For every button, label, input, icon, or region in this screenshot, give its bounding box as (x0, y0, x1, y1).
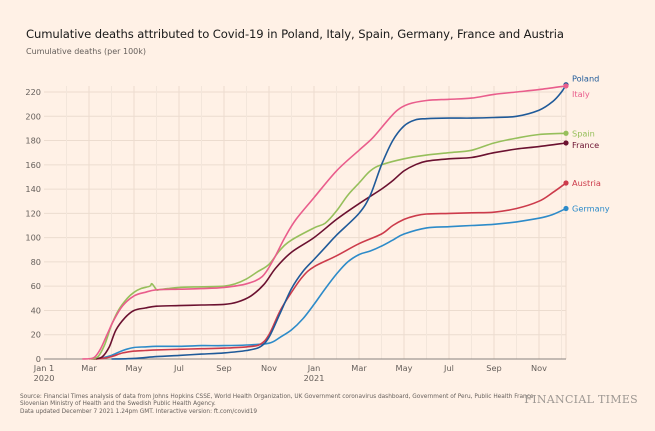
source-line-3: Data updated December 7 2021 1.24pm GMT.… (20, 408, 258, 415)
y-tick-label: 120 (25, 208, 41, 218)
y-axis-ticks: 0 20 40 60 80 100 120 140 160 180 200 220 (25, 87, 41, 364)
x-tick-label: Jul (173, 363, 184, 373)
chart-title: Cumulative deaths attributed to Covid-19… (26, 27, 564, 41)
end-dot-germany (563, 205, 569, 212)
y-tick-label: 0 (36, 354, 41, 364)
x-tick-label: May (126, 363, 143, 373)
x-tick-year: 2021 (304, 373, 325, 383)
x-tick-label: Nov (261, 363, 277, 373)
source-line-1: Source: Financial Times analysis of data… (20, 394, 536, 400)
grid (44, 86, 567, 359)
y-tick-label: 140 (25, 184, 41, 194)
y-tick-label: 40 (31, 305, 41, 315)
x-tick-label: Nov (531, 363, 547, 373)
series-label-italy: Italy (572, 89, 590, 99)
y-tick-label: 180 (25, 136, 41, 146)
y-tick-label: 60 (31, 281, 41, 291)
source-line-2: Slovenian Ministry of Health and the Swe… (20, 401, 216, 408)
ft-logo: FINANCIAL TIMES (524, 393, 638, 406)
y-tick-label: 100 (25, 233, 41, 243)
x-tick-label: Mar (351, 363, 367, 373)
series-label-spain: Spain (572, 128, 595, 138)
y-tick-label: 20 (31, 330, 41, 340)
source-note: Source: Financial Times analysis of data… (20, 394, 540, 416)
series-label-germany: Germany (572, 204, 610, 214)
x-tick-label: Jul (443, 363, 454, 373)
x-tick-label: Sep (216, 363, 231, 373)
series-labels: Germany Austria France Spain Poland Italy (572, 74, 610, 214)
series-label-france: France (572, 140, 599, 150)
series-line-france (95, 142, 567, 360)
end-dot-spain (563, 130, 569, 136)
x-tick-label: Sep (486, 363, 501, 373)
y-tick-label: 80 (31, 257, 41, 267)
y-axis-label: Cumulative deaths (per 100k) (26, 47, 146, 56)
x-tick-label: Mar (81, 363, 97, 373)
series-line-poland (111, 84, 567, 360)
series-label-poland: Poland (572, 74, 599, 84)
y-tick-label: 200 (25, 111, 41, 121)
x-tick-label: May (396, 363, 413, 373)
x-tick-label: Jan 1 (33, 363, 54, 373)
end-dot-france (563, 140, 569, 146)
series-line-spain (88, 132, 567, 360)
end-dot-italy (563, 83, 569, 89)
x-tick-year: 2020 (34, 373, 55, 383)
x-tick-label: Jan (307, 363, 321, 373)
end-dot-austria (563, 180, 569, 186)
y-tick-label: 220 (25, 87, 41, 97)
series-line-germany (93, 207, 567, 360)
series-lines (82, 82, 569, 360)
series-line-italy (82, 85, 567, 360)
series-label-austria: Austria (572, 178, 601, 188)
y-tick-label: 160 (25, 160, 41, 170)
series-line-austria (91, 182, 567, 360)
